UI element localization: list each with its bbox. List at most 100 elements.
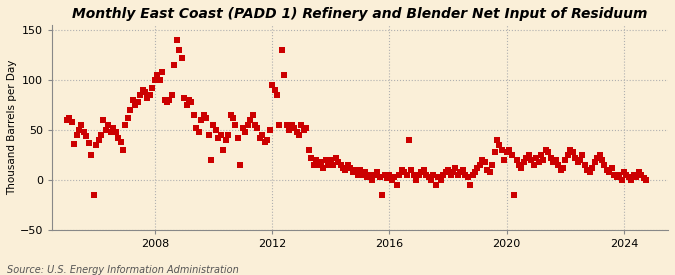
Point	[475, 163, 485, 167]
Point	[157, 70, 167, 74]
Point	[614, 173, 624, 177]
Point	[242, 123, 253, 127]
Point	[262, 138, 273, 142]
Point	[188, 113, 199, 117]
Point	[560, 158, 571, 162]
Point	[433, 175, 443, 179]
Point	[90, 143, 101, 147]
Point	[223, 133, 234, 137]
Point	[203, 133, 214, 137]
Point	[639, 176, 649, 180]
Point	[425, 178, 436, 182]
Point	[159, 98, 170, 102]
Point	[128, 98, 138, 102]
Point	[84, 141, 95, 145]
Point	[232, 136, 243, 140]
Point	[389, 175, 400, 179]
Point	[71, 133, 82, 137]
Point	[612, 175, 622, 179]
Point	[277, 48, 288, 52]
Point	[352, 173, 363, 177]
Point	[535, 153, 546, 157]
Point	[580, 163, 591, 167]
Point	[333, 160, 344, 164]
Point	[61, 118, 72, 122]
Point	[440, 170, 451, 174]
Point	[462, 175, 473, 179]
Point	[291, 130, 302, 134]
Point	[621, 173, 632, 177]
Point	[342, 163, 353, 167]
Point	[387, 178, 398, 182]
Point	[502, 150, 512, 154]
Point	[521, 156, 532, 160]
Point	[113, 136, 124, 140]
Point	[445, 173, 456, 177]
Point	[296, 123, 307, 127]
Point	[619, 170, 630, 174]
Point	[555, 167, 566, 172]
Point	[115, 140, 126, 144]
Point	[631, 175, 642, 179]
Point	[211, 128, 221, 132]
Point	[479, 160, 490, 164]
Text: Source: U.S. Energy Information Administration: Source: U.S. Energy Information Administ…	[7, 265, 238, 275]
Point	[553, 163, 564, 167]
Point	[377, 192, 387, 197]
Point	[477, 158, 488, 162]
Point	[88, 192, 99, 197]
Point	[458, 167, 468, 172]
Point	[161, 100, 172, 104]
Point	[487, 163, 497, 167]
Point	[227, 116, 238, 120]
Point	[301, 126, 312, 130]
Point	[514, 163, 524, 167]
Point	[105, 130, 116, 134]
Point	[316, 160, 327, 164]
Point	[543, 150, 554, 154]
Point	[96, 133, 107, 137]
Point	[81, 134, 92, 138]
Point	[164, 98, 175, 102]
Point	[181, 103, 192, 107]
Point	[431, 183, 441, 187]
Point	[238, 126, 248, 130]
Point	[628, 173, 639, 177]
Point	[369, 173, 380, 177]
Point	[582, 167, 593, 172]
Point	[509, 192, 520, 197]
Point	[357, 173, 368, 177]
Point	[484, 170, 495, 174]
Point	[467, 173, 478, 177]
Point	[448, 170, 458, 174]
Point	[325, 158, 336, 162]
Point	[379, 173, 390, 177]
Point	[269, 88, 280, 92]
Point	[74, 128, 84, 132]
Point	[504, 148, 514, 152]
Point	[144, 93, 155, 97]
Point	[452, 173, 463, 177]
Point	[597, 158, 608, 162]
Point	[516, 166, 526, 170]
Point	[267, 83, 277, 87]
Point	[176, 56, 187, 60]
Point	[374, 175, 385, 179]
Point	[418, 167, 429, 172]
Point	[240, 130, 250, 134]
Point	[562, 153, 573, 157]
Point	[499, 158, 510, 162]
Point	[460, 173, 470, 177]
Point	[101, 128, 111, 132]
Point	[381, 176, 392, 180]
Point	[340, 167, 351, 172]
Point	[399, 170, 410, 174]
Point	[78, 130, 89, 134]
Point	[464, 183, 475, 187]
Point	[526, 158, 537, 162]
Point	[636, 173, 647, 177]
Point	[167, 93, 178, 97]
Point	[179, 96, 190, 100]
Point	[438, 173, 449, 177]
Point	[281, 123, 292, 127]
